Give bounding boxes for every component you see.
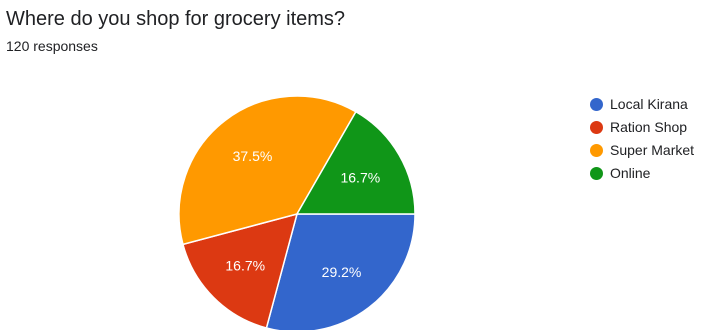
pie-slice-labels: 29.2% 16.7% 37.5% 16.7%: [225, 148, 380, 280]
legend-item-local-kirana: Local Kirana: [590, 94, 694, 114]
pie-slices: [178, 95, 416, 330]
legend-swatch: [590, 97, 603, 111]
pie-label-super-market: 37.5%: [233, 148, 273, 164]
legend-swatch: [590, 166, 603, 180]
legend-label: Online: [610, 165, 651, 181]
legend-item-online: Online: [590, 163, 694, 183]
pie-slice-local-kirana: [265, 213, 416, 330]
pie-slice-ration-shop: [182, 212, 299, 329]
legend-swatch: [590, 143, 603, 157]
pie-label-local-kirana: 29.2%: [322, 264, 362, 280]
pie-slice-online: [295, 110, 416, 215]
legend-item-super-market: Super Market: [590, 140, 694, 160]
pie-label-ration-shop: 16.7%: [225, 258, 265, 274]
legend-label: Super Market: [610, 142, 695, 158]
response-count: 120 responses: [6, 38, 98, 54]
legend-item-ration-shop: Ration Shop: [590, 117, 694, 137]
chart-legend: Local Kirana Ration Shop Super Market Onlin…: [590, 94, 694, 186]
legend-swatch: [590, 120, 603, 134]
pie-label-online: 16.7%: [340, 169, 380, 185]
legend-label: Local Kirana: [610, 96, 688, 112]
question-title: Where do you shop for grocery items?: [6, 8, 346, 30]
legend-label: Ration Shop: [610, 119, 688, 135]
pie-slice-super-market: [178, 95, 357, 246]
